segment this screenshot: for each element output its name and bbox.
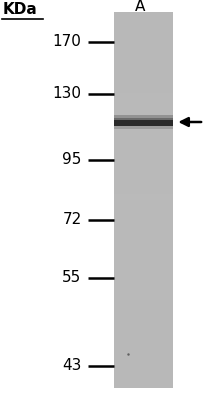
Bar [114, 319, 173, 325]
Bar [114, 94, 173, 100]
Bar [114, 162, 173, 169]
Bar [114, 126, 173, 129]
Bar [114, 282, 173, 288]
Bar [114, 150, 173, 156]
Text: 72: 72 [62, 212, 82, 228]
Text: 55: 55 [62, 270, 82, 286]
Bar [114, 357, 173, 363]
Bar [114, 294, 173, 300]
Bar [114, 231, 173, 238]
Bar [114, 332, 173, 338]
Bar [114, 115, 173, 118]
Text: A: A [135, 0, 145, 14]
Bar [114, 43, 173, 50]
Bar [114, 188, 173, 194]
Bar [114, 169, 173, 175]
Bar [114, 37, 173, 43]
Bar [114, 269, 173, 275]
Bar [114, 256, 173, 263]
Bar [114, 344, 173, 350]
Bar [114, 250, 173, 256]
Bar [114, 369, 173, 376]
Bar [114, 288, 173, 294]
Bar [114, 18, 173, 24]
Bar [114, 338, 173, 344]
Bar [114, 12, 173, 18]
Bar [114, 263, 173, 269]
Bar [114, 194, 173, 200]
Bar [114, 238, 173, 244]
Bar [114, 212, 173, 219]
Bar [114, 175, 173, 181]
Bar [114, 75, 173, 81]
FancyArrowPatch shape [181, 118, 201, 126]
Bar [114, 131, 173, 137]
Bar [114, 87, 173, 94]
Bar [114, 225, 173, 231]
Bar [114, 275, 173, 282]
Text: 130: 130 [53, 86, 82, 102]
Bar [114, 118, 173, 125]
Bar [114, 156, 173, 162]
Bar [114, 181, 173, 188]
Bar [114, 81, 173, 87]
Text: 43: 43 [62, 358, 82, 374]
Bar [114, 325, 173, 332]
Bar [114, 68, 173, 75]
Bar [114, 219, 173, 225]
Bar [114, 306, 173, 313]
Bar [114, 313, 173, 319]
Bar [114, 112, 173, 118]
Bar [114, 62, 173, 68]
Bar [114, 300, 173, 306]
Bar [114, 106, 173, 112]
Bar [114, 363, 173, 369]
Bar [114, 350, 173, 357]
Text: 95: 95 [62, 152, 82, 168]
Bar [114, 118, 173, 126]
Bar [114, 125, 173, 131]
Text: KDa: KDa [3, 2, 38, 17]
Bar [114, 100, 173, 106]
Bar [114, 50, 173, 56]
Bar [114, 118, 173, 120]
Bar [114, 137, 173, 144]
Bar [114, 382, 173, 388]
Bar [114, 24, 173, 31]
Bar [114, 206, 173, 212]
Bar [114, 12, 173, 388]
Bar [114, 376, 173, 382]
Text: 170: 170 [53, 34, 82, 50]
Bar [114, 56, 173, 62]
Bar [114, 244, 173, 250]
Bar [114, 200, 173, 206]
Bar [114, 31, 173, 37]
Bar [114, 144, 173, 150]
